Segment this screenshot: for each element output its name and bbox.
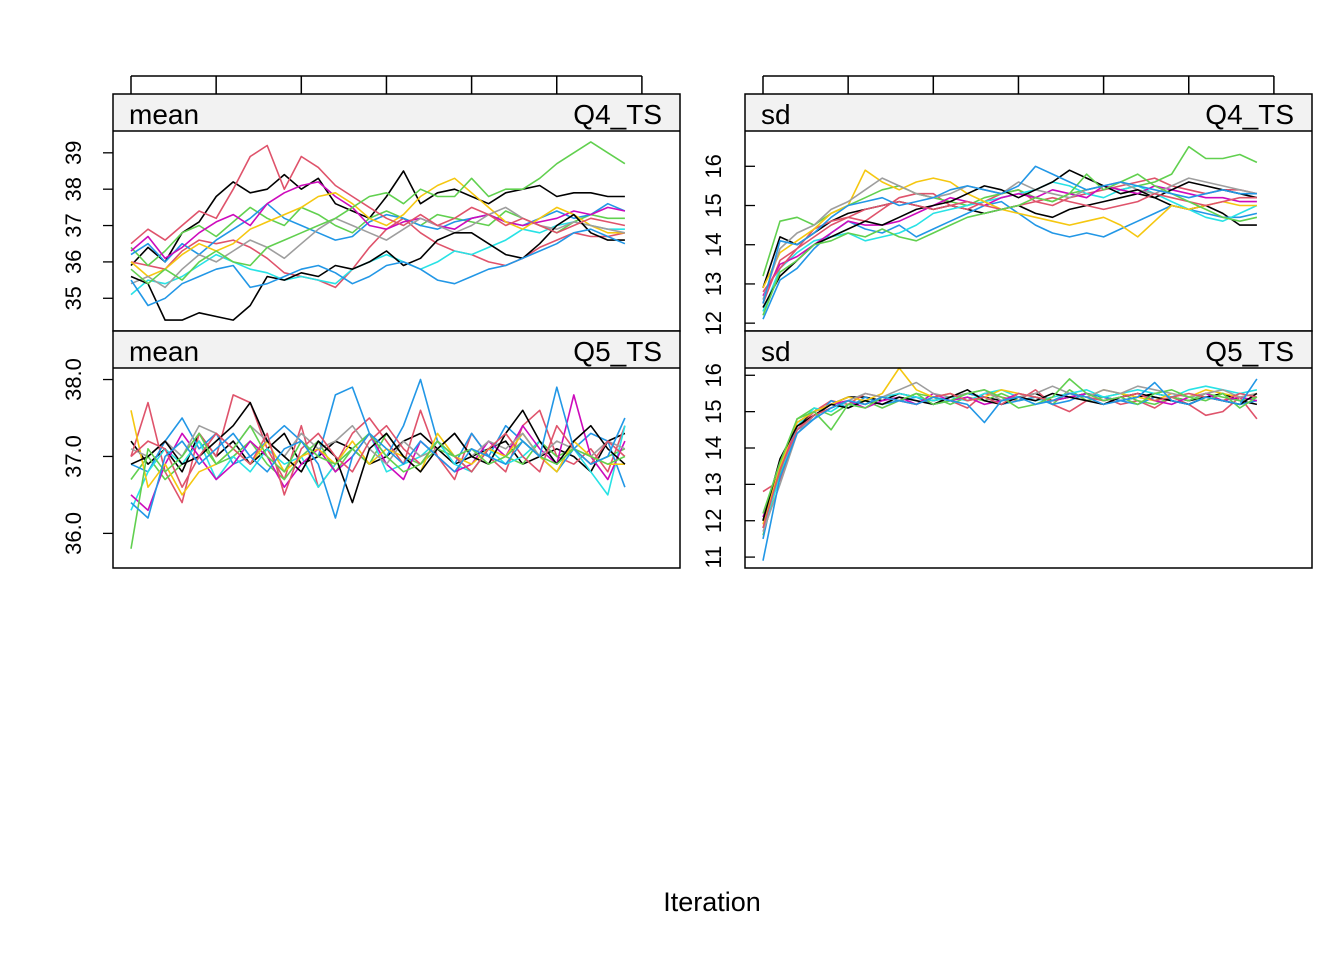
series-line — [130, 424, 626, 549]
series-line — [762, 165, 1257, 304]
strip-label-stat: sd — [761, 99, 791, 130]
panel-border — [112, 330, 681, 569]
series-line — [130, 386, 626, 519]
series-line — [762, 169, 1258, 308]
y-tick-label: 37 — [61, 213, 86, 237]
series-line — [130, 424, 626, 496]
panels: mean Q4_TS 35 36 37 38 39 sd Q4_TS 12 13 14 15 16 mean… — [61, 75, 1313, 569]
series-line — [130, 394, 626, 504]
y-tick-label: 15 — [701, 399, 726, 423]
series-line — [130, 228, 626, 307]
series-line — [130, 141, 626, 285]
series-line — [130, 177, 625, 278]
series-lines — [762, 367, 1258, 561]
y-tick-label: 36 — [61, 250, 86, 274]
y-tick-label: 13 — [701, 472, 726, 496]
panel-mean-Q4_TS: mean Q4_TS 35 36 37 38 39 — [61, 75, 681, 332]
series-line — [130, 170, 625, 267]
panel-sd-Q5_TS: sd Q5_TS 11 12 13 14 15 16 — [701, 330, 1313, 569]
series-lines — [130, 141, 626, 321]
series-lines — [762, 145, 1258, 320]
panel-sd-Q4_TS: sd Q4_TS 12 13 14 15 16 — [701, 75, 1313, 335]
series-line — [130, 181, 626, 260]
y-tick-label: 14 — [701, 436, 726, 460]
strip-background — [745, 94, 1312, 131]
series-line — [130, 394, 626, 512]
strip-label-variable: Q5_TS — [573, 336, 662, 367]
y-tick-label: 37.0 — [61, 435, 86, 478]
y-tick-label: 15 — [701, 193, 726, 217]
series-line — [762, 378, 1258, 561]
y-tick-label: 12 — [701, 311, 726, 335]
strip-background — [113, 94, 680, 131]
y-tick-label: 39 — [61, 141, 86, 165]
strip-label-stat: sd — [761, 336, 791, 367]
panel-mean-Q5_TS: mean Q5_TS 36.0 37.0 38.0 — [61, 330, 681, 569]
series-line — [130, 213, 625, 321]
y-tick-label: 11 — [701, 546, 726, 569]
series-line — [130, 221, 625, 296]
y-tick-label: 38.0 — [61, 358, 86, 401]
panel-border — [744, 330, 1313, 569]
series-line — [762, 378, 1258, 514]
y-tick-label: 16 — [701, 363, 726, 387]
strip-label-variable: Q5_TS — [1205, 336, 1294, 367]
strip-label-variable: Q4_TS — [573, 99, 662, 130]
strip-background — [745, 331, 1312, 368]
y-tick-label: 14 — [701, 232, 726, 256]
x-axis-label: Iteration — [663, 887, 761, 917]
strip-label-variable: Q4_TS — [1205, 99, 1294, 130]
strip-background — [113, 331, 680, 368]
strip-label-stat: mean — [129, 336, 199, 367]
y-tick-label: 36.0 — [61, 512, 86, 555]
series-line — [130, 424, 626, 466]
series-line — [130, 144, 626, 245]
series-lines — [130, 378, 626, 549]
y-tick-label: 38 — [61, 177, 86, 201]
y-tick-label: 35 — [61, 286, 86, 310]
series-line — [762, 177, 1258, 300]
y-tick-label: 13 — [701, 272, 726, 296]
strip-label-stat: mean — [129, 99, 199, 130]
y-tick-label: 12 — [701, 508, 726, 532]
y-tick-label: 16 — [701, 154, 726, 178]
series-line — [762, 185, 1257, 297]
